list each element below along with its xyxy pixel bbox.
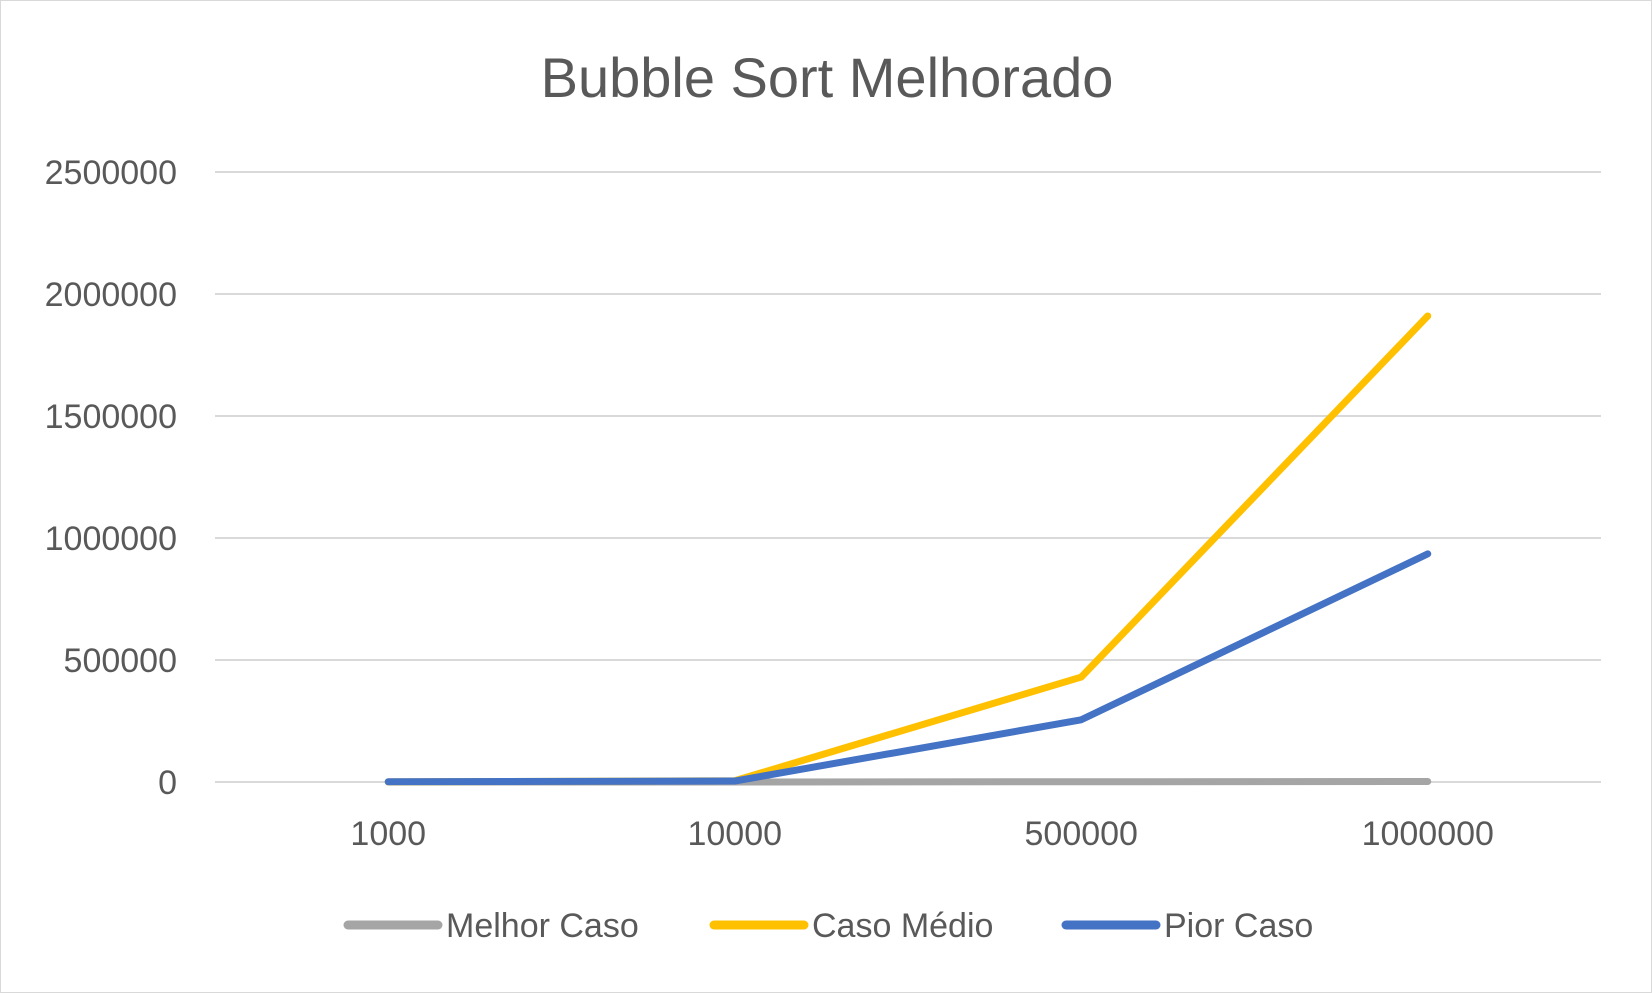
series-line-1 — [384, 312, 1432, 786]
series-line-2 — [384, 550, 1432, 786]
legend-label: Caso Médio — [812, 907, 993, 945]
chart-title: Bubble Sort Melhorado — [541, 46, 1114, 109]
x-tick-label: 10000 — [687, 815, 782, 853]
y-tick-label: 2000000 — [45, 276, 177, 314]
y-tick-label: 2500000 — [45, 154, 177, 192]
y-tick-label: 1000000 — [45, 520, 177, 558]
x-tick-label: 1000 — [350, 815, 426, 853]
x-tick-label: 1000000 — [1362, 815, 1494, 853]
legend-label: Melhor Caso — [446, 907, 639, 945]
y-axis-ticks: 0 500000 1000000 1500000 2000000 2500000 — [45, 154, 177, 802]
legend-label: Pior Caso — [1164, 907, 1313, 945]
y-tick-label: 0 — [158, 764, 177, 802]
y-tick-label: 1500000 — [45, 398, 177, 436]
legend: Melhor Caso Caso Médio Pior Caso — [343, 907, 1313, 945]
series-lines — [384, 312, 1432, 786]
x-tick-label: 500000 — [1025, 815, 1138, 853]
x-axis-ticks: 1000 10000 500000 1000000 — [350, 815, 1494, 853]
y-tick-label: 500000 — [64, 642, 177, 680]
gridlines — [215, 171, 1601, 783]
